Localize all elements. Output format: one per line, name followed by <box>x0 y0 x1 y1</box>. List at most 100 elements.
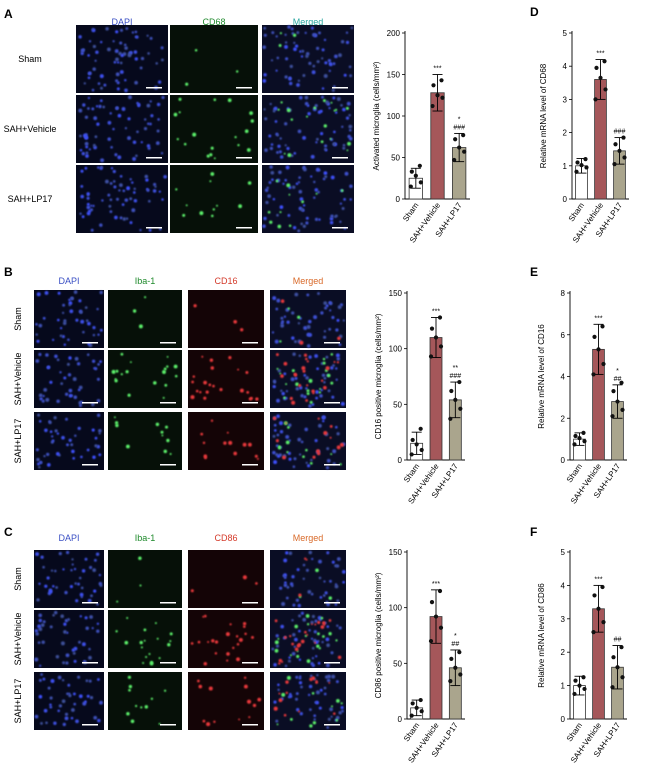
green-cell <box>143 639 146 642</box>
nucleus <box>85 151 89 155</box>
nucleus <box>99 99 103 103</box>
nucleus <box>117 113 122 118</box>
nucleus <box>63 343 66 346</box>
panel-letter: B <box>4 265 13 279</box>
nucleus <box>129 178 132 181</box>
green-cell <box>269 220 273 224</box>
nucleus <box>292 352 296 356</box>
green-cell <box>115 369 119 373</box>
nucleus <box>275 307 279 311</box>
red-cell <box>252 703 257 708</box>
green-cell <box>166 365 169 368</box>
nucleus <box>78 694 83 699</box>
nucleus <box>59 334 63 338</box>
red-cell <box>193 304 197 308</box>
nucleus <box>304 101 309 106</box>
data-point <box>438 344 444 349</box>
green-cell <box>316 644 320 648</box>
nucleus <box>313 315 318 320</box>
scale-bar <box>146 157 162 159</box>
red-cell <box>298 384 302 387</box>
scale-bar <box>324 402 340 404</box>
nucleus <box>318 218 321 221</box>
nucleus <box>311 557 314 561</box>
nucleus <box>333 130 336 134</box>
tile-background <box>170 165 258 233</box>
nucleus <box>146 103 151 108</box>
micrograph-tile <box>34 550 104 608</box>
nucleus <box>163 175 167 179</box>
nucleus <box>287 451 291 456</box>
red-cell <box>201 355 204 358</box>
red-cell <box>238 718 241 721</box>
nucleus <box>269 165 273 169</box>
nucleus <box>149 100 152 103</box>
nucleus <box>302 135 307 140</box>
nucleus <box>34 657 39 662</box>
nucleus <box>94 59 97 62</box>
red-cell <box>315 680 319 684</box>
nucleus <box>59 326 63 330</box>
nucleus <box>58 704 63 708</box>
data-point <box>593 97 598 102</box>
y-tick-label: 3 <box>561 615 566 624</box>
nucleus <box>78 385 83 390</box>
nucleus <box>263 216 267 221</box>
red-cell <box>306 360 309 363</box>
nucleus <box>99 223 103 227</box>
nucleus <box>275 719 279 723</box>
nucleus <box>69 585 73 589</box>
nucleus <box>96 377 100 381</box>
nucleus <box>72 456 76 460</box>
nucleus <box>311 614 315 619</box>
data-point <box>591 630 596 635</box>
nucleus <box>36 462 41 466</box>
nucleus <box>276 56 280 60</box>
green-cell <box>313 106 317 110</box>
nucleus <box>75 719 79 724</box>
nucleus <box>135 154 138 158</box>
data-point <box>457 145 462 150</box>
green-cell <box>142 662 145 664</box>
nucleus <box>89 695 94 700</box>
green-cell <box>162 370 166 374</box>
nucleus <box>149 36 153 40</box>
nucleus <box>160 58 164 62</box>
nucleus <box>277 688 280 692</box>
nucleus <box>134 57 139 61</box>
micrograph-tile <box>34 412 104 470</box>
nucleus <box>99 700 103 705</box>
nucleus <box>263 33 267 37</box>
data-point <box>453 397 458 402</box>
nucleus <box>295 675 299 679</box>
nucleus <box>323 301 328 305</box>
green-cell <box>173 112 178 117</box>
red-cell <box>249 396 253 400</box>
red-cell <box>202 615 205 618</box>
red-cell <box>317 620 321 625</box>
green-cell <box>276 367 279 370</box>
nucleus <box>122 189 126 193</box>
nucleus <box>313 180 316 184</box>
nucleus <box>63 622 67 626</box>
y-tick-label: 0 <box>398 715 403 724</box>
green-cell <box>124 640 129 645</box>
red-cell <box>200 432 204 436</box>
nucleus <box>280 323 285 328</box>
nucleus <box>144 174 149 179</box>
nucleus <box>335 367 338 370</box>
nucleus <box>343 73 347 77</box>
data-point <box>414 705 419 710</box>
nucleus <box>308 629 311 632</box>
nucleus <box>341 709 344 713</box>
data-point <box>453 137 458 142</box>
nucleus <box>286 585 290 589</box>
nucleus <box>330 214 334 219</box>
green-cell <box>163 449 168 454</box>
nucleus <box>310 458 313 462</box>
red-cell <box>329 424 333 428</box>
nucleus <box>348 124 353 129</box>
nucleus <box>39 397 43 401</box>
tile-background <box>108 350 182 408</box>
